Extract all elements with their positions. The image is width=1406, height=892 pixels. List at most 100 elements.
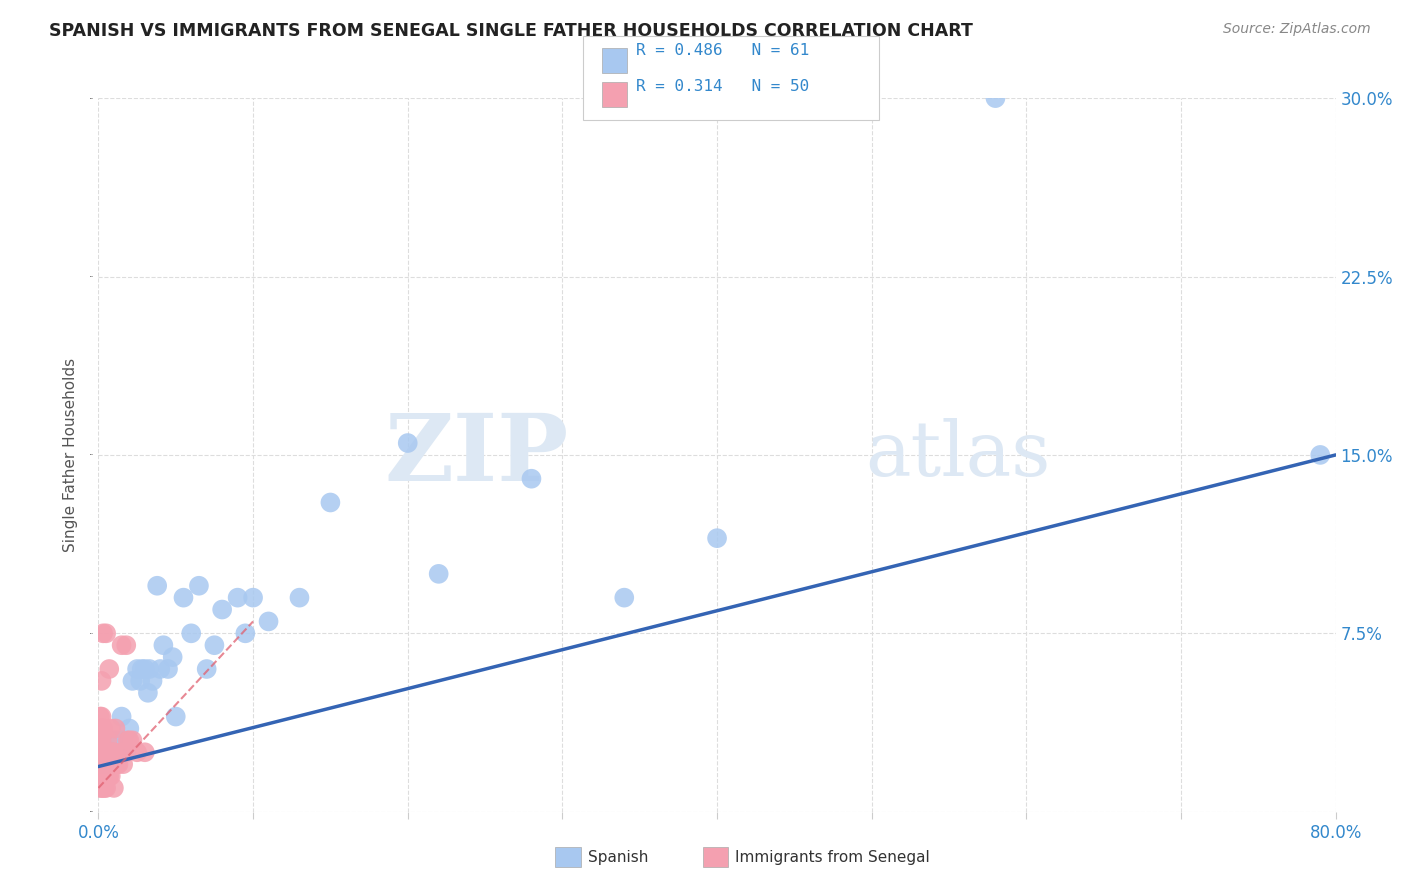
Point [91, 780, 114, 795]
Point [98, 769, 121, 783]
Point [226, 591, 249, 605]
Point [90, 673, 112, 688]
Point [117, 733, 139, 747]
Point [242, 591, 264, 605]
Point [520, 472, 543, 486]
Point [90, 733, 112, 747]
Point [104, 722, 127, 736]
Point [103, 745, 125, 759]
Text: R = 0.486   N = 61: R = 0.486 N = 61 [636, 44, 808, 58]
Point [211, 602, 233, 616]
Point [257, 615, 280, 629]
Point [90, 769, 112, 783]
Point [115, 638, 138, 652]
Point [97, 733, 120, 747]
Point [100, 722, 122, 736]
Point [235, 626, 257, 640]
Point [96, 745, 118, 759]
Point [142, 673, 165, 688]
Point [105, 733, 128, 747]
Point [89, 709, 111, 723]
Point [89, 745, 111, 759]
Point [204, 638, 226, 652]
Point [91, 733, 114, 747]
Point [103, 745, 125, 759]
Point [112, 757, 135, 772]
Point [90, 722, 112, 736]
Point [90, 745, 112, 759]
Point [90, 757, 112, 772]
Point [149, 662, 172, 676]
Point [427, 566, 450, 581]
Point [89, 722, 111, 736]
Point [97, 769, 120, 783]
Point [90, 745, 112, 759]
Point [188, 579, 211, 593]
Point [97, 733, 120, 747]
Point [134, 662, 156, 676]
Point [108, 745, 131, 759]
Point [89, 769, 111, 783]
Point [127, 662, 149, 676]
Point [396, 436, 419, 450]
Point [93, 745, 115, 759]
Point [121, 673, 143, 688]
Point [90, 709, 112, 723]
Text: Source: ZipAtlas.com: Source: ZipAtlas.com [1223, 22, 1371, 37]
Point [91, 769, 114, 783]
Point [146, 579, 169, 593]
Point [121, 733, 143, 747]
Point [984, 91, 1007, 105]
Point [112, 733, 135, 747]
Point [101, 745, 124, 759]
Text: R = 0.314   N = 50: R = 0.314 N = 50 [636, 79, 808, 94]
Point [91, 722, 114, 736]
Point [93, 769, 115, 783]
Text: SPANISH VS IMMIGRANTS FROM SENEGAL SINGLE FATHER HOUSEHOLDS CORRELATION CHART: SPANISH VS IMMIGRANTS FROM SENEGAL SINGL… [49, 22, 973, 40]
Point [134, 745, 156, 759]
Point [97, 745, 120, 759]
Point [98, 733, 121, 747]
Point [100, 733, 122, 747]
Point [96, 780, 118, 795]
Point [107, 745, 129, 759]
Point [706, 531, 728, 545]
Point [127, 745, 149, 759]
Point [101, 745, 124, 759]
Point [165, 709, 187, 723]
Point [91, 733, 114, 747]
Point [105, 757, 128, 772]
Point [96, 626, 118, 640]
Point [288, 591, 311, 605]
Point [89, 780, 111, 795]
Point [98, 662, 121, 676]
Point [100, 745, 122, 759]
Point [131, 662, 153, 676]
Point [93, 733, 115, 747]
Point [103, 780, 125, 795]
Point [98, 745, 121, 759]
Point [180, 626, 202, 640]
Point [90, 757, 112, 772]
Point [89, 757, 111, 772]
Text: Immigrants from Senegal: Immigrants from Senegal [735, 850, 931, 864]
Point [89, 757, 111, 772]
Point [319, 495, 342, 509]
Point [118, 733, 141, 747]
Point [93, 780, 115, 795]
Y-axis label: Single Father Households: Single Father Households [63, 358, 79, 552]
Point [89, 733, 111, 747]
Point [1309, 448, 1331, 462]
Point [115, 745, 138, 759]
Point [107, 757, 129, 772]
Point [91, 757, 114, 772]
Point [157, 662, 180, 676]
Point [138, 662, 160, 676]
Point [96, 769, 118, 783]
Point [195, 662, 218, 676]
Point [111, 709, 134, 723]
Point [91, 626, 114, 640]
Text: ZIP: ZIP [384, 410, 568, 500]
Point [118, 722, 141, 736]
Point [111, 638, 134, 652]
